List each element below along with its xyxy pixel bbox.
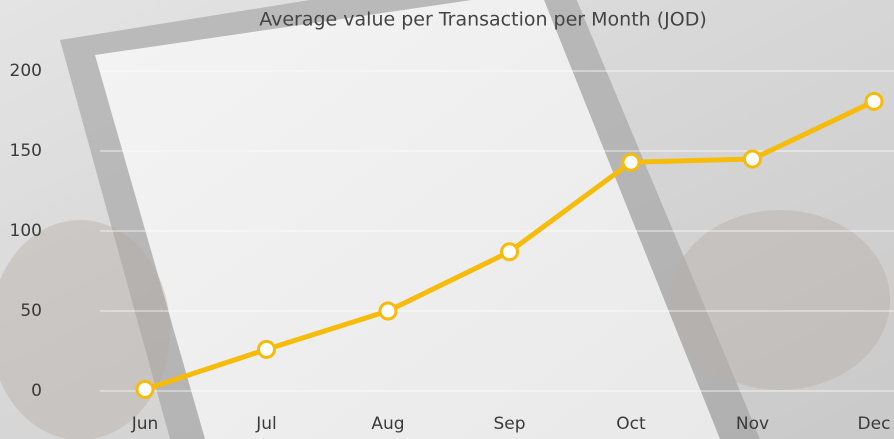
hand [670, 210, 890, 390]
x-tick-label: Jun [131, 414, 159, 434]
y-tick-label: 0 [31, 381, 42, 401]
x-tick-label: Sep [493, 414, 525, 434]
hand [0, 220, 170, 439]
y-tick-label: 150 [10, 141, 42, 161]
x-tick-label: Aug [371, 414, 404, 434]
phone-screen [95, 0, 720, 439]
point-marker [864, 91, 884, 111]
point-marker [135, 379, 155, 399]
point-marker [743, 149, 762, 169]
x-tick-label: Nov [736, 414, 769, 434]
y-tick-label: 50 [20, 301, 42, 321]
point-marker [257, 339, 276, 359]
y-tick-label: 200 [10, 61, 42, 81]
x-tick-label: Jul [255, 414, 277, 434]
chart-title: Average value per Transaction per Month … [259, 9, 707, 31]
point-marker [500, 242, 519, 262]
point-marker [378, 301, 398, 321]
point-marker [621, 152, 641, 172]
x-tick-label: Oct [616, 414, 646, 434]
y-tick-label: 100 [10, 221, 42, 241]
x-tick-label: Dec [858, 414, 891, 434]
